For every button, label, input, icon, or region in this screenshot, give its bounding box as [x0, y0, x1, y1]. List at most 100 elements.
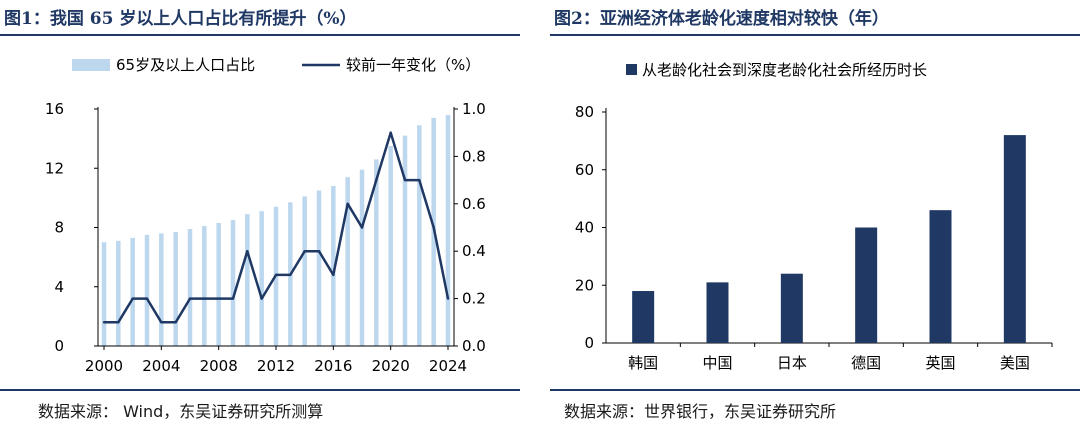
- line-point-2017: [346, 202, 349, 205]
- bar-2009: [230, 220, 236, 346]
- ytick-right-label: 0.8: [462, 147, 486, 165]
- line-point-2019: [375, 178, 378, 182]
- line-point-2016: [332, 273, 335, 277]
- figure-2-title: 图2：亚洲经济体老龄化速度相对较快（年）: [554, 9, 889, 29]
- ytick-right-label: 1.0: [462, 100, 486, 118]
- xtick-label: 美国: [1000, 354, 1030, 372]
- line-point-2005: [174, 321, 177, 324]
- line-point-2004: [160, 321, 163, 324]
- figure-1-title: 图1：我国 65 岁以上人口占比有所提升（%）: [4, 9, 357, 29]
- bar-2022: [417, 125, 422, 346]
- line-point-2007: [203, 297, 206, 300]
- ytick-left-label: 8: [54, 219, 64, 237]
- bar-日本: [780, 273, 803, 343]
- bar-英国: [929, 210, 952, 343]
- line-point-2011: [260, 297, 263, 300]
- figure-1-top-rule: [0, 34, 520, 36]
- line-point-2002: [131, 297, 134, 300]
- xtick-label: 2016: [314, 357, 352, 375]
- xtick-label: 韩国: [628, 354, 658, 372]
- bar-韩国: [632, 291, 655, 343]
- bar-2005: [173, 231, 178, 346]
- legend-label: 从老龄化社会到深度老龄化社会所经历时长: [642, 61, 927, 79]
- figure-1-chart: 65岁及以上人口占比 较前一年变化（%） 0 4 8 12 16 0.0 0.2 0.4 0.6 0.…: [45, 56, 486, 375]
- bar-2001: [116, 240, 121, 346]
- bar-2004: [159, 233, 164, 346]
- xtick-label: 2004: [142, 357, 180, 375]
- bar-2015: [316, 190, 322, 346]
- legend-label-bar: 65岁及以上人口占比: [116, 56, 255, 74]
- line-point-2009: [231, 297, 235, 300]
- bar-2016: [331, 186, 336, 346]
- line-point-2000: [102, 321, 106, 324]
- line-point-2012: [274, 273, 278, 277]
- figure-1-panel: 图1：我国 65 岁以上人口占比有所提升（%） 65岁及以上人口占比 较前一年变化…: [0, 0, 520, 435]
- bar-德国: [855, 227, 878, 343]
- ytick-left-label: 0: [54, 337, 64, 355]
- bar-2017: [345, 177, 350, 346]
- bar-2019: [374, 159, 379, 346]
- bar-2006: [187, 228, 193, 346]
- legend-swatch: [626, 64, 637, 75]
- bar-2000: [101, 242, 107, 346]
- ytick-label: 20: [575, 276, 594, 294]
- xtick-label: 2020: [372, 357, 410, 375]
- xtick-label: 2024: [429, 357, 467, 375]
- figure-1-source: 数据来源： Wind，东吴证券研究所测算: [38, 402, 324, 421]
- bar-2018: [359, 169, 365, 346]
- xtick-label: 德国: [851, 354, 881, 372]
- figure-2-top-rule: [550, 34, 1080, 36]
- bar-2021: [402, 135, 408, 346]
- figure-2-panel: 图2：亚洲经济体老龄化速度相对较快（年） 从老龄化社会到深度老龄化社会所经历时长…: [550, 0, 1080, 435]
- bar-2008: [216, 223, 221, 346]
- bar-美国: [1003, 135, 1026, 343]
- xtick-label: 英国: [925, 354, 955, 372]
- bar-2024: [445, 114, 451, 346]
- legend-label-line: 较前一年变化（%）: [346, 56, 480, 74]
- bar-2011: [259, 211, 264, 346]
- bar-2007: [202, 226, 207, 346]
- line-point-2024: [446, 297, 450, 300]
- bar-2002: [130, 237, 135, 346]
- line-point-2021: [403, 178, 407, 182]
- ytick-left-label: 16: [45, 100, 64, 118]
- ytick-label: 40: [575, 219, 594, 237]
- line-point-2018: [360, 226, 364, 229]
- xtick-label: 中国: [702, 354, 732, 372]
- bar-中国: [706, 282, 729, 343]
- figure-2-chart: 从老龄化社会到深度老龄化社会所经历时长 0 20 40 60 80 韩国 中国 日本 德国 英国 美国: [575, 61, 1053, 372]
- line-point-2003: [145, 297, 149, 300]
- ytick-label: 0: [584, 334, 594, 352]
- bar-2010: [245, 214, 250, 346]
- line-point-2022: [418, 178, 421, 182]
- line-point-2006: [188, 297, 192, 300]
- line-point-2014: [303, 250, 306, 253]
- bar-2003: [144, 234, 150, 346]
- xtick-label: 日本: [777, 354, 807, 372]
- ytick-right-label: 0.4: [462, 242, 486, 260]
- figure-2-legend: 从老龄化社会到深度老龄化社会所经历时长: [626, 61, 927, 79]
- figure-1-bottom-rule: [0, 389, 520, 391]
- ytick-label: 60: [575, 161, 594, 179]
- line-point-2008: [217, 297, 220, 300]
- line-point-2023: [432, 226, 435, 229]
- ytick-right-label: 0.2: [462, 290, 486, 308]
- ytick-label: 80: [575, 103, 594, 121]
- line-point-2015: [317, 250, 321, 253]
- ytick-left-label: 4: [54, 278, 64, 296]
- line-point-2013: [289, 273, 292, 277]
- ytick-right-label: 0.6: [462, 195, 486, 213]
- xtick-label: 2008: [200, 357, 238, 375]
- ytick-right-label: 0.0: [462, 337, 486, 355]
- legend-swatch-bar: [72, 59, 110, 71]
- line-point-2020: [389, 131, 392, 134]
- line-point-2001: [117, 321, 120, 324]
- bar-2014: [302, 196, 307, 346]
- line-point-2010: [246, 250, 249, 253]
- xtick-label: 2000: [85, 357, 123, 375]
- bar-2020: [388, 146, 393, 346]
- figure-2-bottom-rule: [550, 389, 1080, 391]
- figure-1-legend: 65岁及以上人口占比 较前一年变化（%）: [72, 56, 480, 74]
- ytick-left-label: 12: [45, 159, 64, 177]
- xtick-label: 2012: [257, 357, 295, 375]
